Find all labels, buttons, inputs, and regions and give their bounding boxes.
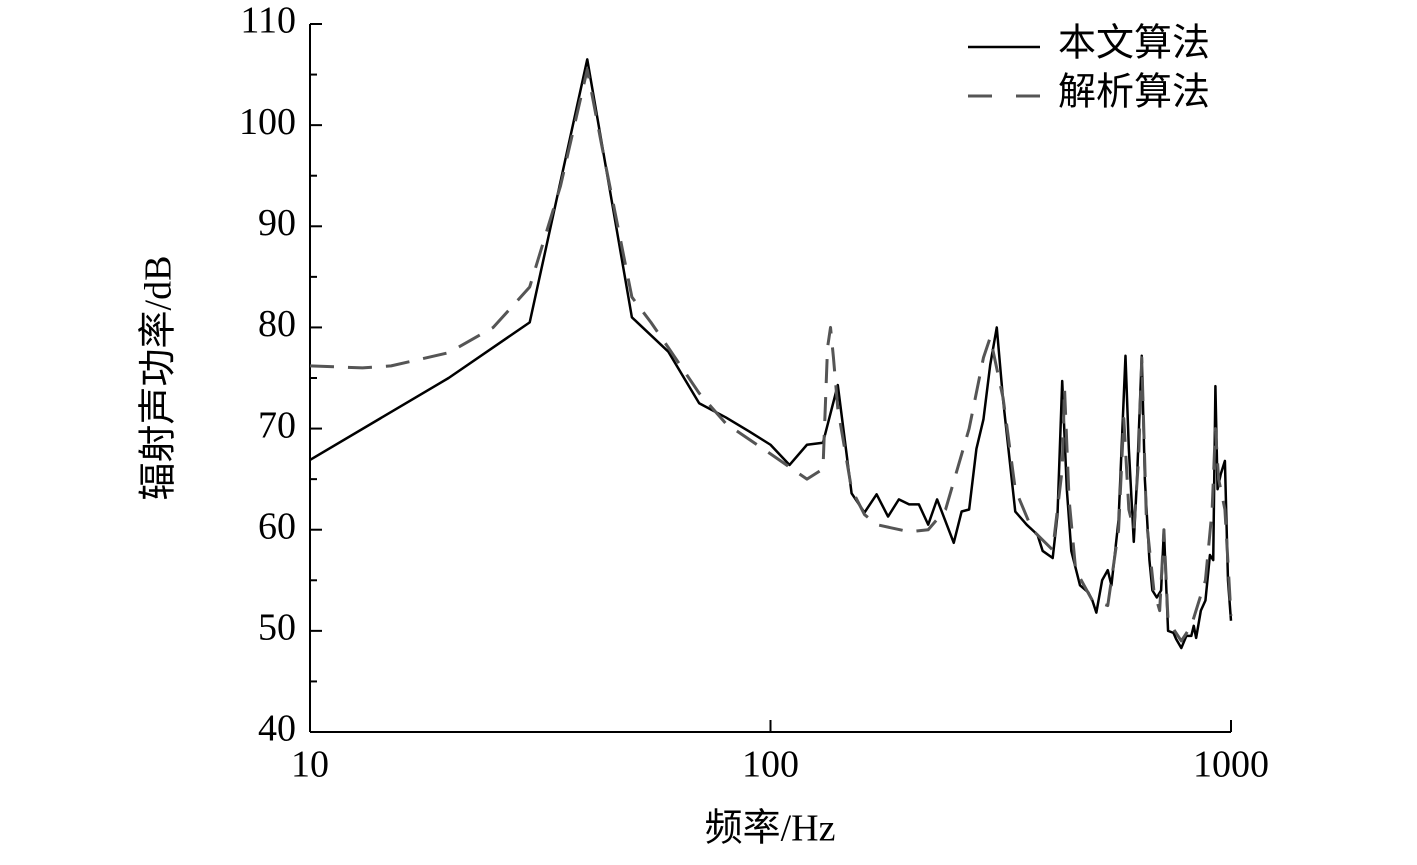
y-axis-label: 辐射声功率/dB [138,256,180,501]
data-line [309,58,1233,650]
y-tick-label: 100 [239,101,296,143]
x-axis-label: 频率/Hz [705,808,836,850]
y-tick-label: 60 [258,505,296,547]
legend-label: 本文算法 [1058,23,1210,65]
data-line [309,68,1233,643]
y-tick-label: 90 [258,202,296,244]
y-tick-label: 110 [240,0,296,42]
x-tick-label: 100 [742,744,799,786]
x-tick-label: 10 [291,744,329,786]
y-tick-label: 50 [258,607,296,649]
y-tick-label: 80 [258,303,296,345]
y-tick-label: 40 [258,708,296,750]
y-tick-label: 70 [258,404,296,446]
legend-label: 解析算法 [1058,72,1210,114]
x-tick-label: 1000 [1193,744,1269,786]
